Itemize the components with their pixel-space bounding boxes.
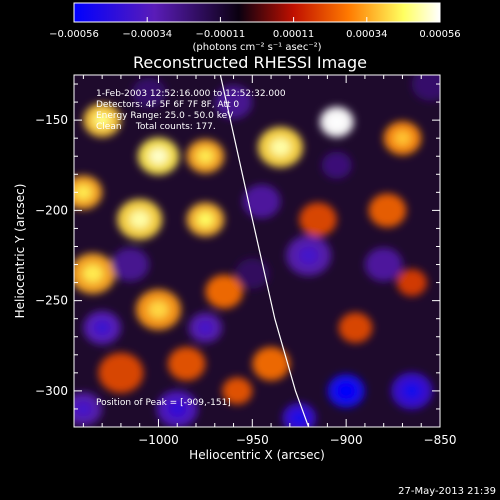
emission-source-core: [337, 383, 355, 399]
emission-source: [299, 202, 337, 237]
plot-frame: [73, 74, 441, 428]
colorbar-tick-label: 0.00034: [346, 29, 387, 40]
emission-source-core: [148, 300, 169, 319]
x-tick-label: −850: [424, 433, 457, 447]
emission-source-core: [93, 112, 111, 128]
emission-source-core: [270, 138, 291, 157]
emission-source: [235, 258, 270, 289]
y-tick-label: −250: [35, 294, 68, 308]
emission-source: [364, 247, 403, 282]
heatmap-sources: [74, 75, 440, 427]
time-range-annotation: 1-Feb-2003 12:52:16.000 to 12:52:32.000: [96, 89, 286, 99]
y-tick-label: −300: [35, 384, 68, 398]
footer-timestamp: 27-May-2013 21:39: [398, 486, 496, 497]
emission-source-core: [149, 147, 168, 165]
emission-source-core: [394, 130, 411, 146]
y-axis-ticks: −300 −250 −200 −150: [35, 83, 440, 428]
detectors-annotation: Detectors: 4F 5F 6F 7F 8F, Att 0: [96, 100, 239, 110]
solar-limb-curve: [219, 75, 310, 427]
emission-source: [222, 377, 253, 405]
x-tick-label: −1000: [138, 433, 179, 447]
emission-source: [321, 151, 352, 179]
emission-source-core: [196, 211, 214, 227]
colorbar-tick-label: −0.00034: [122, 29, 172, 40]
x-tick-label: −900: [330, 433, 363, 447]
emission-source: [411, 75, 440, 101]
emission-source-core: [74, 401, 92, 417]
colorbar-gradient: [73, 2, 441, 23]
colorbar-tick-label: 0.00056: [419, 29, 460, 40]
x-axis-ticks: −1000 −950 −900 −850: [82, 75, 457, 447]
colorbar: −0.00056 −0.00034 −0.00011 0.00011 0.00034 0.…: [49, 2, 461, 53]
emission-source: [396, 269, 427, 297]
info-annotations: 1-Feb-2003 12:52:16.000 to 12:52:32.000 …: [96, 89, 286, 408]
energy-range-annotation: Energy Range: 25.0 - 50.0 keV: [96, 111, 234, 121]
colorbar-tick-label: −0.00011: [196, 29, 246, 40]
peak-position-annotation: Position of Peak = [-909,-151]: [96, 398, 231, 408]
emission-source: [98, 352, 144, 394]
emission-source-core: [291, 411, 307, 425]
colorbar-tick-label: −0.00056: [49, 29, 99, 40]
emission-source: [242, 184, 281, 219]
colorbar-unit-label: (photons cm⁻² s⁻¹ asec⁻²): [192, 42, 321, 53]
emission-source: [338, 312, 373, 343]
heatmap-area: [74, 75, 440, 427]
emission-source-core: [93, 320, 111, 336]
y-tick-label: −150: [35, 113, 68, 127]
colorbar-ticks: −0.00056 −0.00034 −0.00011 0.00011 0.00034 0.…: [49, 17, 461, 40]
emission-source: [205, 274, 243, 309]
x-axis-label: Heliocentric X (arcsec): [189, 448, 325, 462]
y-axis-label: Heliocentric Y (arcsec): [13, 184, 27, 319]
emission-source-core: [82, 264, 103, 283]
x-tick-label: −950: [236, 433, 269, 447]
emission-source-core: [298, 246, 319, 265]
emission-source-core: [402, 382, 422, 400]
chart-title: Reconstructed RHESSI Image: [133, 53, 367, 72]
emission-source: [252, 346, 290, 381]
y-tick-label: −200: [35, 203, 68, 217]
emission-source-core: [196, 148, 214, 164]
emission-source-core: [329, 115, 345, 129]
emission-source-core: [129, 210, 150, 229]
clean-counts-annotation: Clean Total counts: 177.: [96, 122, 216, 132]
colorbar-tick-label: 0.00011: [273, 29, 314, 40]
emission-source: [132, 77, 166, 109]
emission-source-core: [167, 400, 187, 418]
emission-source-core: [74, 184, 92, 200]
emission-source: [167, 346, 206, 381]
emission-source: [111, 247, 150, 282]
emission-source-core: [197, 320, 213, 335]
emission-source: [368, 193, 407, 228]
